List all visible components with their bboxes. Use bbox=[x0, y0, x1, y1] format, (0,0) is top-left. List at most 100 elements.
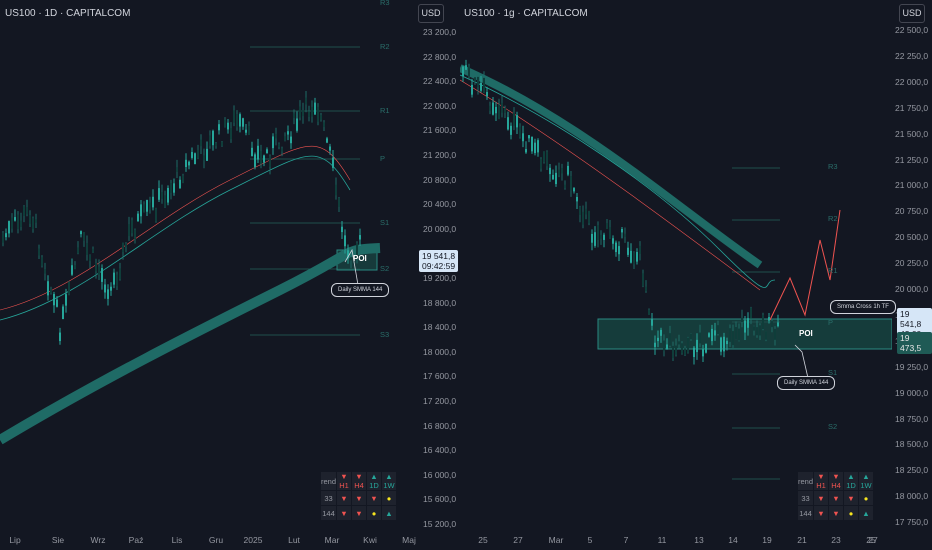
candle-body bbox=[47, 281, 49, 296]
candle-body bbox=[167, 187, 169, 203]
trend-header-1w: ▲ 1W bbox=[858, 471, 875, 491]
candle-body bbox=[17, 214, 19, 230]
candle-body bbox=[546, 151, 548, 167]
candle-body bbox=[206, 148, 208, 161]
candle-body bbox=[543, 151, 545, 162]
left-level-r3: R3 bbox=[380, 0, 390, 7]
candle-body bbox=[5, 233, 7, 238]
candle-body bbox=[765, 331, 767, 340]
right-price-value: 19 541,8 bbox=[900, 309, 922, 329]
trend-cell: ▼ bbox=[336, 505, 353, 521]
time-tick-label: Maj bbox=[402, 535, 416, 545]
projection-path bbox=[769, 209, 841, 321]
left-price-value: 19 541,8 bbox=[422, 251, 456, 261]
candle-body bbox=[627, 247, 629, 255]
candle-body bbox=[483, 77, 485, 93]
candle-body bbox=[777, 322, 779, 327]
candle-body bbox=[143, 204, 145, 213]
right-chart-pane[interactable]: US100 · 1g · CAPITALCOM USD 22 500,0 22 2… bbox=[460, 0, 932, 550]
candle-body bbox=[471, 85, 473, 95]
candle-body bbox=[576, 196, 578, 202]
left-symbol-title[interactable]: US100 · 1D · CAPITALCOM bbox=[5, 8, 131, 19]
candle-body bbox=[41, 257, 43, 266]
left-trend-table: rend ▼ H1 ▼ H4 ▲ 1D ▲ 1W 33 ▼ ▼ ▼ ● 144 … bbox=[319, 471, 398, 521]
right-poi-label: POI bbox=[799, 329, 813, 338]
candle-body bbox=[287, 131, 289, 135]
candle-body bbox=[738, 328, 740, 341]
price-tick-label: 21 750,0 bbox=[895, 102, 929, 113]
right-currency-button[interactable]: USD bbox=[899, 4, 925, 23]
candle-body bbox=[230, 128, 232, 140]
trend-cell: ▼ bbox=[828, 505, 845, 521]
candle-body bbox=[699, 332, 701, 344]
candle-body bbox=[744, 320, 746, 333]
candle-body bbox=[528, 135, 530, 139]
right-level-p: P bbox=[828, 318, 834, 327]
candle-body bbox=[639, 245, 641, 254]
right-smma-cross-callout: Smma Cross 1h TF bbox=[830, 300, 896, 314]
candle-body bbox=[86, 242, 88, 255]
smma-band bbox=[460, 74, 776, 288]
candle-body bbox=[588, 211, 590, 224]
candle-body bbox=[197, 149, 199, 159]
trend-table-row: 33 ▼ ▼ ▼ ● bbox=[319, 490, 398, 506]
left-time-axis[interactable]: Lip Sie Wrz Paź Lis Gru 2025 Lut Mar Kwi Maj bbox=[0, 532, 420, 550]
price-tick-label: 18 250,0 bbox=[895, 465, 929, 476]
candle-body bbox=[23, 206, 25, 216]
candle-body bbox=[522, 133, 524, 142]
time-tick-label: Paź bbox=[128, 535, 144, 545]
price-tick-label: 23 200,0 bbox=[423, 27, 457, 37]
candle-body bbox=[227, 122, 229, 130]
trend-table-row: 144 ▼ ▼ ● ▲ bbox=[319, 505, 398, 521]
right-price-axis[interactable]: 22 500,0 22 250,0 22 000,0 21 750,0 21 500,0… bbox=[892, 0, 932, 530]
candle-body bbox=[690, 333, 692, 340]
trend-row-label: 144 bbox=[796, 505, 815, 521]
candle-body bbox=[158, 188, 160, 200]
smma-band bbox=[460, 79, 761, 291]
trend-header-h4: ▼ H4 bbox=[828, 471, 845, 491]
candle-body bbox=[564, 184, 566, 188]
left-chart-pane[interactable]: US100 · 1D · CAPITALCOM USD 23 200,0 22 8… bbox=[0, 0, 460, 550]
right-time-axis[interactable]: 25 27 Mar 5 7 11 13 14 19 21 23 25 27 bbox=[460, 532, 892, 550]
candle-body bbox=[68, 281, 70, 295]
trend-header-1d: ▲ 1D bbox=[843, 471, 860, 491]
candle-body bbox=[119, 268, 121, 280]
candle-body bbox=[155, 208, 157, 222]
candle-body bbox=[498, 104, 500, 119]
trend-cell: ● bbox=[843, 505, 860, 521]
price-tick-label: 22 400,0 bbox=[423, 76, 457, 87]
candle-body bbox=[756, 327, 758, 336]
trend-cell: ● bbox=[381, 490, 398, 506]
price-tick-label: 22 500,0 bbox=[895, 25, 929, 35]
candle-body bbox=[266, 149, 268, 154]
candle-body bbox=[209, 135, 211, 146]
candle-body bbox=[257, 145, 259, 160]
left-chart-canvas[interactable] bbox=[0, 0, 420, 530]
candle-body bbox=[2, 232, 4, 243]
trend-cell: ▼ bbox=[843, 490, 860, 506]
candle-body bbox=[618, 246, 620, 255]
candle-body bbox=[612, 238, 614, 244]
candle-body bbox=[110, 286, 112, 291]
candle-body bbox=[299, 106, 301, 118]
trend-header-h1: ▼ H1 bbox=[813, 471, 830, 491]
candle-body bbox=[122, 242, 124, 253]
candle-body bbox=[711, 328, 713, 342]
time-tick-label: 13 bbox=[694, 535, 704, 545]
right-level-s2: S2 bbox=[828, 422, 838, 431]
candle-body bbox=[185, 159, 187, 167]
left-timer-value: 09:42:59 bbox=[422, 261, 456, 271]
candle-body bbox=[113, 272, 115, 285]
candle-body bbox=[492, 102, 494, 115]
candle-body bbox=[188, 161, 190, 166]
price-tick-label: 18 750,0 bbox=[895, 413, 929, 424]
right-chart-canvas[interactable] bbox=[460, 0, 892, 530]
right-symbol-title[interactable]: US100 · 1g · CAPITALCOM bbox=[464, 8, 588, 19]
right-trend-table: rend ▼ H1 ▼ H4 ▲ 1D ▲ 1W 33 ▼ ▼ ▼ ● 144 … bbox=[796, 471, 875, 521]
trend-header-1d: ▲ 1D bbox=[366, 471, 383, 491]
candle-body bbox=[128, 224, 130, 237]
candle-body bbox=[666, 344, 668, 349]
candle-body bbox=[269, 156, 271, 167]
candle-body bbox=[624, 233, 626, 237]
left-currency-button[interactable]: USD bbox=[418, 4, 444, 23]
